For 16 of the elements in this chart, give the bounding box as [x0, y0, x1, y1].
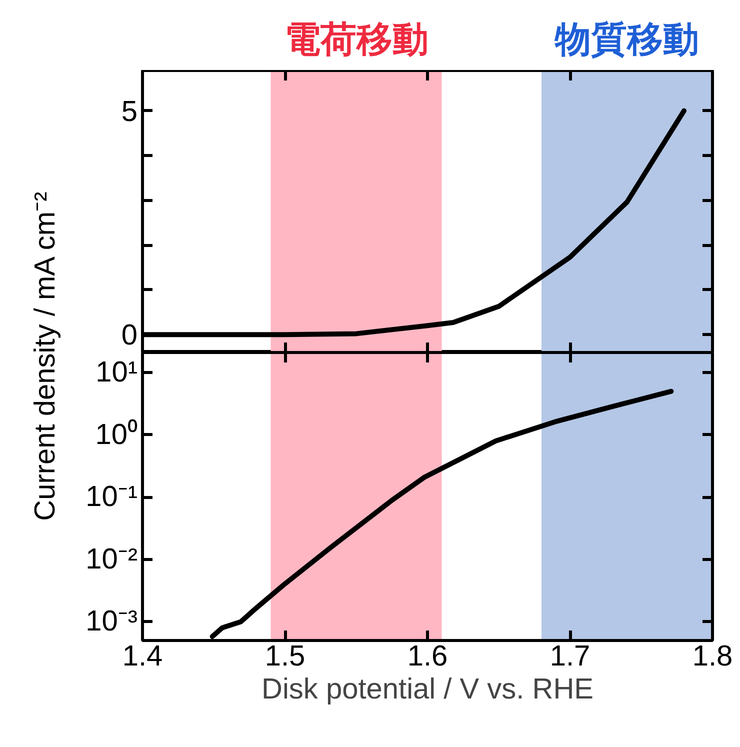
x-tick-label: 1.8: [692, 640, 733, 672]
y-tick-label: 5: [121, 96, 138, 128]
y-tick-label: 10⁻³: [86, 606, 138, 638]
y-axis-title: Current density / mA cm⁻²: [30, 191, 62, 521]
x-axis-title: Disk potential / V vs. RHE: [262, 674, 594, 706]
y-tick-label: 10⁻²: [86, 543, 138, 576]
x-tick-label: 1.4: [122, 640, 163, 672]
x-tick-label: 1.7: [550, 640, 590, 672]
y-tick-label: 10¹: [96, 356, 138, 389]
y-tick-label: 10⁰: [95, 418, 138, 451]
x-tick-label: 1.6: [407, 640, 448, 672]
y-tick-label: 10⁻¹: [86, 481, 138, 514]
y-tick-label: 0: [121, 320, 138, 352]
band-label: 物質移動: [554, 18, 699, 60]
x-tick-label: 1.5: [264, 640, 306, 672]
band-label: 電荷移動: [284, 18, 428, 60]
